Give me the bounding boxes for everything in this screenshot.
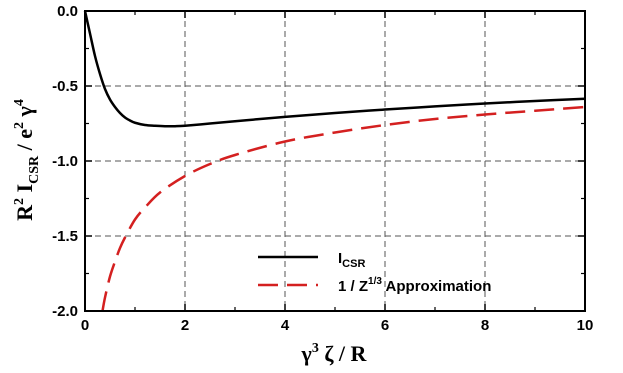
x-tick-label: 8 [481, 317, 489, 334]
series-line-icsr [83, 10, 586, 128]
grid [85, 11, 585, 311]
x-tick-label: 4 [281, 317, 290, 334]
y-tick-label: -1.0 [52, 153, 78, 170]
x-tick-label: 10 [577, 317, 594, 334]
y-tick-label: 0.0 [57, 3, 78, 20]
ticks: 0 2 4 6 8 10 0.0 -0.5 -1.0 -1.5 -2.0 [52, 3, 593, 334]
series-layer [83, 10, 586, 312]
y-tick-label: -0.5 [52, 78, 78, 95]
legend-label-icsr: ICSR [338, 250, 365, 270]
legend: ICSR 1 / Z1/3 Approximation [258, 250, 491, 295]
legend-label-approximation: 1 / Z1/3 Approximation [338, 276, 491, 295]
x-tick-label: 2 [181, 317, 189, 334]
y-axis-label: R2 ICSR / e2 γ4 [12, 99, 42, 221]
series-line-approximation [101, 105, 586, 312]
x-tick-label: 6 [381, 317, 389, 334]
y-tick-label: -2.0 [52, 303, 78, 320]
x-axis-label: γ3 ζ / R [301, 341, 368, 366]
x-tick-label: 0 [81, 317, 89, 334]
y-tick-label: -1.5 [52, 228, 78, 245]
